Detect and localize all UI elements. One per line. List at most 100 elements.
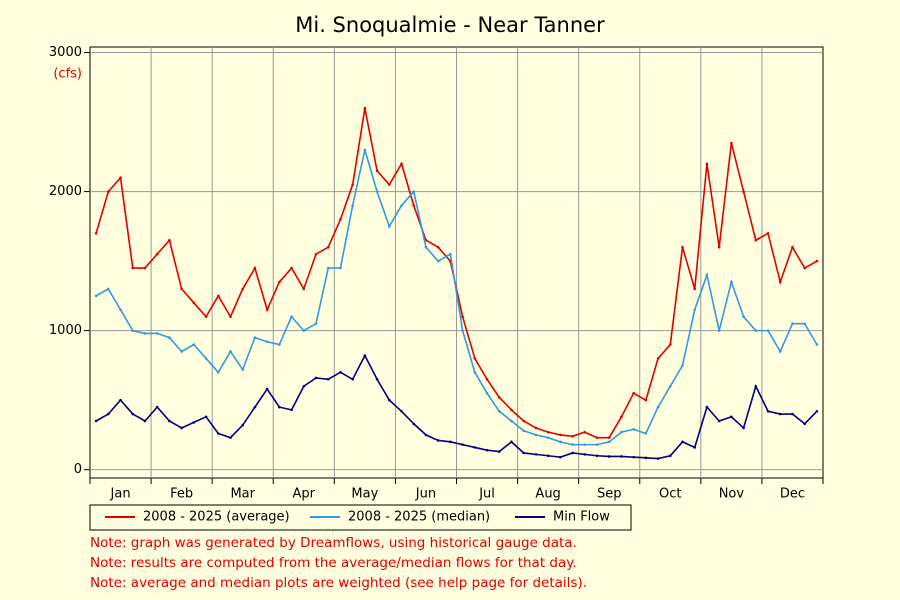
point — [94, 294, 98, 298]
point — [510, 408, 513, 412]
point — [375, 377, 379, 381]
point — [559, 433, 562, 437]
point — [534, 426, 538, 430]
point — [461, 315, 464, 319]
point — [241, 423, 245, 427]
point — [656, 457, 660, 460]
point — [632, 455, 635, 459]
point — [620, 455, 623, 458]
point — [803, 322, 806, 325]
point — [290, 315, 293, 319]
point — [485, 377, 489, 381]
y-tick-label: 2000 — [49, 184, 82, 199]
point — [229, 350, 232, 353]
point — [473, 446, 477, 449]
point — [778, 350, 782, 353]
point — [155, 405, 159, 409]
point — [339, 218, 342, 221]
point — [119, 308, 122, 312]
point — [717, 419, 721, 423]
point — [400, 409, 403, 413]
point — [216, 432, 220, 435]
point — [546, 454, 550, 458]
point — [412, 422, 416, 426]
point — [705, 273, 709, 277]
point — [681, 245, 684, 249]
point — [400, 162, 403, 166]
x-tick-label: Jul — [478, 487, 495, 502]
point — [473, 357, 477, 360]
point — [229, 315, 232, 319]
point — [571, 434, 574, 438]
point — [778, 412, 782, 416]
point — [436, 259, 440, 263]
point — [766, 329, 770, 332]
x-tick-label: Jan — [110, 487, 131, 502]
point — [375, 169, 379, 173]
point — [742, 315, 745, 319]
point — [571, 443, 574, 446]
x-tick-label: Mar — [230, 487, 255, 502]
point — [314, 376, 318, 380]
point — [278, 343, 281, 346]
point — [363, 148, 367, 152]
point — [546, 436, 550, 439]
point — [363, 106, 367, 110]
point — [681, 364, 684, 367]
point — [583, 443, 587, 446]
point — [351, 204, 354, 207]
point — [449, 440, 452, 444]
point — [742, 190, 745, 193]
point — [497, 450, 501, 453]
point — [388, 183, 391, 186]
point — [497, 409, 501, 413]
point — [241, 368, 245, 371]
point — [668, 384, 672, 388]
point — [644, 398, 648, 402]
point — [534, 453, 538, 456]
point — [644, 456, 648, 460]
point — [461, 443, 464, 446]
point — [595, 443, 599, 446]
point — [204, 357, 208, 360]
point — [473, 371, 477, 374]
point — [302, 329, 306, 332]
point — [204, 315, 208, 319]
point — [620, 430, 623, 434]
point — [180, 426, 183, 430]
point — [742, 426, 745, 430]
point — [705, 405, 709, 409]
point — [754, 384, 758, 388]
point — [107, 287, 110, 291]
x-tick-label: Apr — [293, 487, 316, 502]
note: Note: average and median plots are weigh… — [90, 575, 587, 591]
point — [485, 391, 489, 395]
point — [705, 162, 709, 166]
x-tick-label: Aug — [535, 487, 560, 502]
point — [693, 308, 697, 312]
point — [253, 266, 257, 270]
point — [632, 391, 635, 395]
point — [803, 266, 806, 270]
point — [94, 419, 98, 423]
x-tick-label: Nov — [719, 487, 745, 502]
point — [143, 266, 147, 270]
point — [510, 440, 513, 444]
point — [766, 409, 770, 413]
point — [730, 141, 733, 145]
point — [192, 421, 196, 424]
point — [326, 377, 330, 381]
legend-label: 2008 - 2025 (average) — [143, 510, 290, 525]
point — [436, 245, 440, 249]
point — [204, 415, 208, 419]
point — [730, 415, 733, 419]
point — [339, 371, 342, 374]
x-tick-label: Feb — [170, 487, 193, 502]
point — [778, 280, 782, 284]
point — [302, 384, 306, 388]
point — [229, 436, 232, 439]
point — [290, 266, 293, 270]
point — [546, 430, 550, 434]
note: Note: results are computed from the aver… — [90, 555, 577, 571]
